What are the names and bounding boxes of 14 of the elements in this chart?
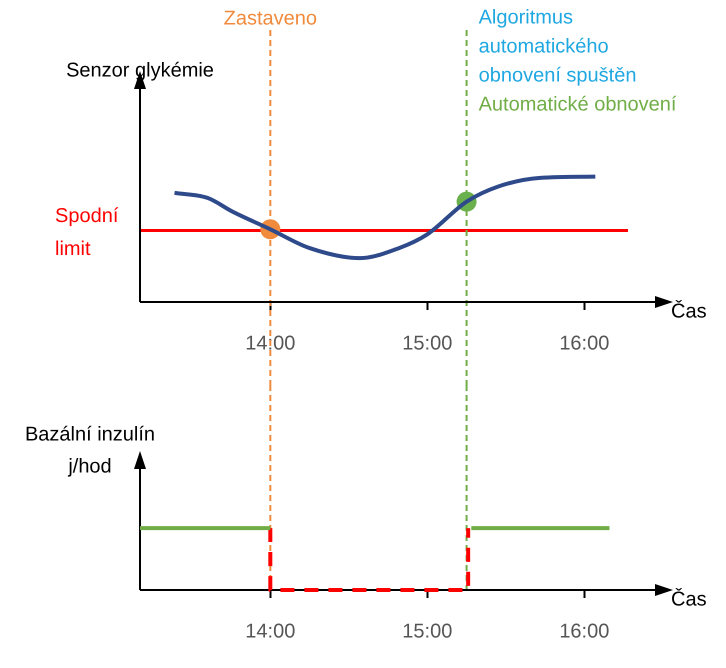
x-tick-label: 14:00 — [245, 620, 296, 643]
x-tick-label: 16:00 — [559, 620, 610, 643]
x-tick-label: 16:00 — [559, 332, 610, 355]
y-axis-title: Bazální inzulín j/hod — [24, 424, 156, 478]
x-tick-label: 14:00 — [245, 332, 296, 355]
ref-line-label: Automatické obnovení — [478, 94, 677, 116]
x-tick-label: 15:00 — [402, 620, 452, 643]
x-axis-title: Čas — [671, 588, 707, 611]
ref-line-label: Zastaveno — [224, 8, 318, 30]
x-axis-title: Čas — [671, 300, 707, 323]
x-tick-label: 15:00 — [402, 332, 452, 355]
text: Algoritmus automatického obnovení spuštěn — [478, 6, 636, 87]
ref-line-label: Spodní limit — [55, 205, 119, 260]
y-axis-title: Senzor glykémie — [66, 60, 214, 82]
